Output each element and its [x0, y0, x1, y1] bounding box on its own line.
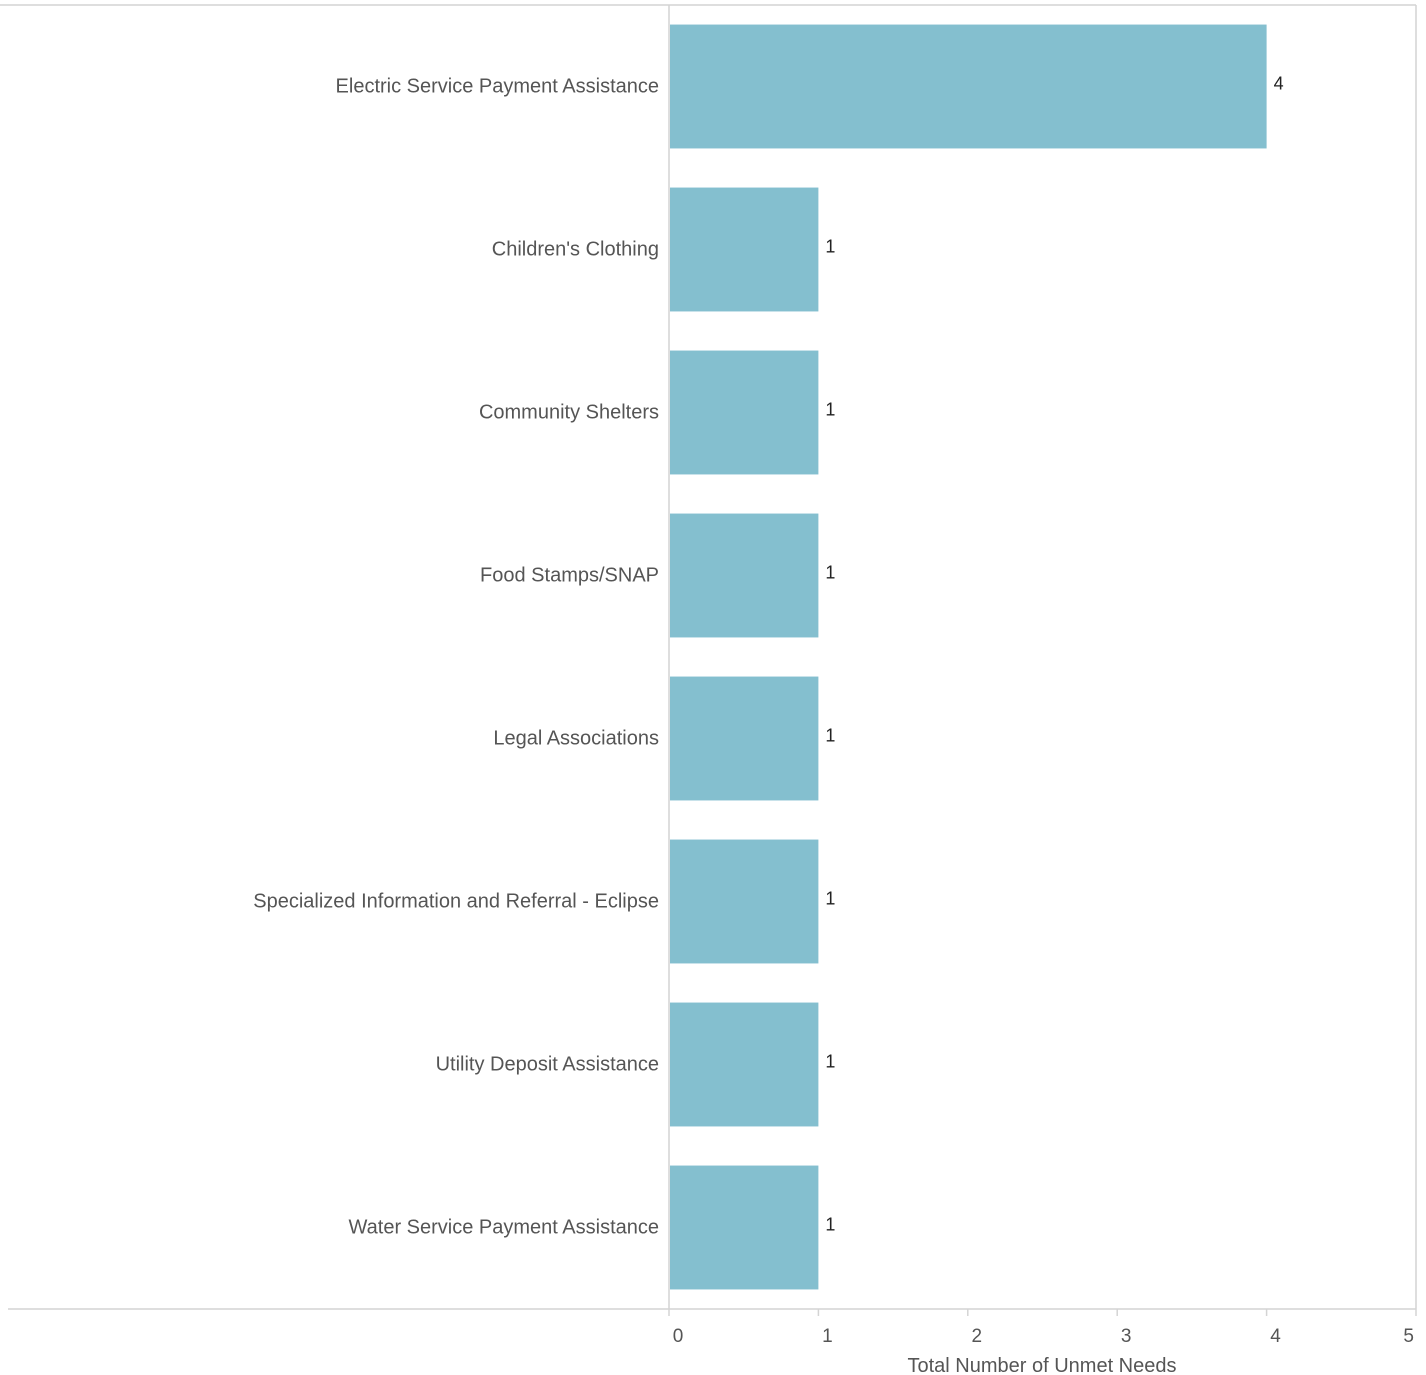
x-axis-ticks: 0 1 2 3 4 5: [668, 1309, 1417, 1347]
data-label: 1: [825, 400, 835, 420]
category-labels: Electric Service Payment Assistance Child…: [253, 76, 659, 1239]
x-axis-title: Total Number of Unmet Needs: [907, 1355, 1176, 1375]
data-label: 1: [825, 563, 835, 583]
category-label: Legal Associations: [493, 728, 659, 750]
bar[interactable]: [670, 513, 819, 638]
bar[interactable]: [670, 350, 819, 475]
x-tick-label: 5: [1403, 1326, 1414, 1347]
bar[interactable]: [670, 1165, 819, 1290]
bar[interactable]: [670, 1002, 819, 1127]
data-label: 1: [825, 237, 835, 257]
category-label: Specialized Information and Referral - E…: [253, 891, 659, 913]
category-label: Food Stamps/SNAP: [480, 565, 659, 587]
x-tick-label: 0: [673, 1326, 684, 1347]
bar[interactable]: [670, 24, 1267, 149]
bar[interactable]: [670, 839, 819, 964]
bar[interactable]: [670, 187, 819, 312]
x-tick-label: 4: [1270, 1326, 1281, 1347]
data-label: 1: [825, 1052, 835, 1072]
x-tick-label: 2: [972, 1326, 983, 1347]
category-label: Community Shelters: [479, 402, 659, 424]
x-tick-label: 3: [1121, 1326, 1132, 1347]
category-label: Water Service Payment Assistance: [349, 1217, 660, 1239]
x-tick-label: 1: [822, 1326, 833, 1347]
data-label: 1: [825, 889, 835, 909]
category-label: Utility Deposit Assistance: [436, 1054, 659, 1076]
bar[interactable]: [670, 676, 819, 801]
data-label: 1: [825, 1215, 835, 1235]
data-labels: 4 1 1 1 1 1 1 1: [825, 74, 1283, 1235]
category-label: Children's Clothing: [492, 239, 659, 261]
bar-series: [670, 24, 1267, 1290]
data-label: 1: [825, 726, 835, 746]
data-label: 4: [1274, 74, 1284, 94]
category-label: Electric Service Payment Assistance: [336, 76, 659, 98]
